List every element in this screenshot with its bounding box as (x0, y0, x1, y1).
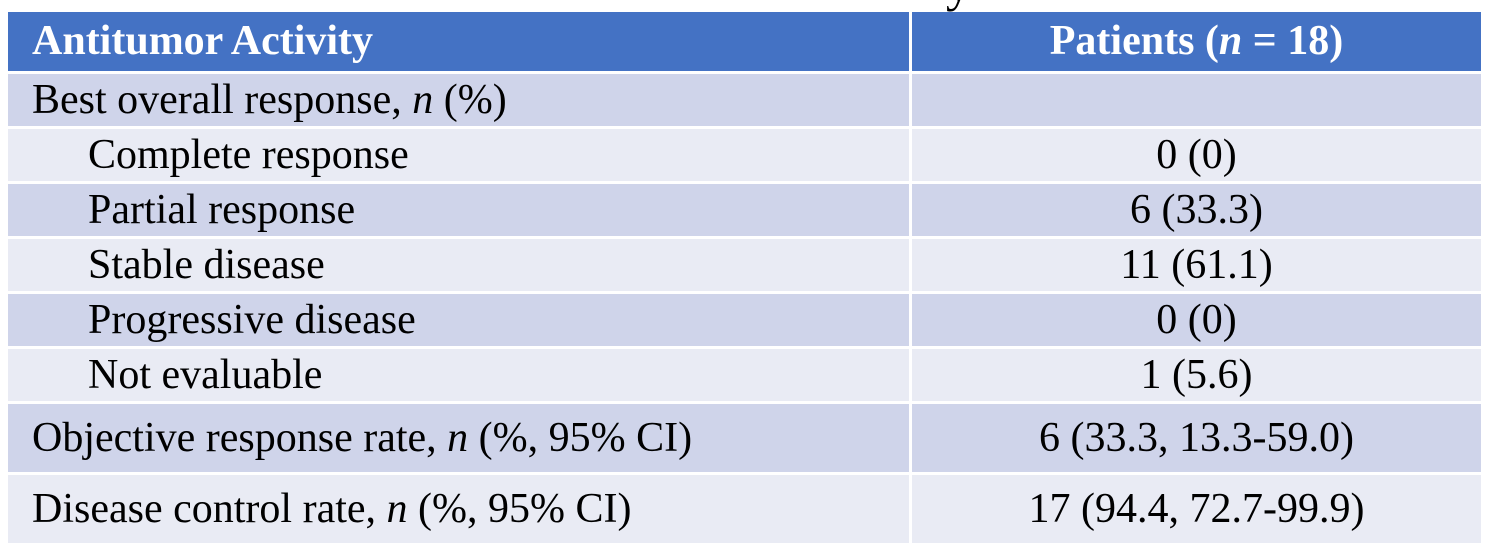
table-header: Antitumor Activity Patients (n = 18) (8, 12, 1481, 71)
row-value-cell: 6 (33.3, 13.3-59.0) (912, 404, 1481, 472)
row-value-cell (912, 74, 1481, 126)
row-label-cell: Stable disease (8, 239, 909, 291)
patients-label-prefix: Patients ( (1049, 18, 1219, 65)
row-value-cell: 17 (94.4, 72.7-99.9) (912, 475, 1481, 543)
row-label-cell: Progressive disease (8, 294, 909, 346)
row-label-cell: Partial response (8, 184, 909, 236)
table-row: Best overall response, n (%) (8, 74, 1481, 126)
header-row: Antitumor Activity Patients (n = 18) (8, 12, 1481, 71)
patients-label-suffix: = 18) (1242, 18, 1344, 65)
table-row: Disease control rate, n (%, 95% CI) 17 (9… (8, 475, 1481, 543)
row-label-italic-n: n (447, 414, 469, 461)
column-header-antitumor-activity: Antitumor Activity (8, 12, 909, 71)
row-value-cell: 1 (5.6) (912, 349, 1481, 401)
row-label-suffix: (%, 95% CI) (407, 485, 632, 532)
row-label-cell: Best overall response, n (%) (8, 74, 909, 126)
row-value-cell: 11 (61.1) (912, 239, 1481, 291)
row-label-italic-n: n (412, 76, 434, 123)
row-label-suffix: (%, 95% CI) (468, 414, 693, 461)
row-label: Progressive disease (88, 296, 416, 343)
table-row: Stable disease 11 (61.1) (8, 239, 1481, 291)
patients-label-italic-n: n (1218, 18, 1243, 65)
clipped-title-glyph: y (946, 0, 992, 9)
row-label: Objective response rate, (32, 414, 448, 461)
row-value-cell: 6 (33.3) (912, 184, 1481, 236)
row-value-cell: 0 (0) (912, 294, 1481, 346)
row-label: Stable disease (88, 241, 325, 288)
row-label-suffix: (%) (433, 76, 507, 123)
table-row: Progressive disease 0 (0) (8, 294, 1481, 346)
column-header-label: Antitumor Activity (32, 18, 374, 65)
column-header-patients: Patients (n = 18) (912, 12, 1481, 71)
table-body: Best overall response, n (%) Complete res… (8, 74, 1481, 543)
row-label-italic-n: n (386, 485, 408, 532)
row-label-cell: Not evaluable (8, 349, 909, 401)
row-label-cell: Complete response (8, 129, 909, 181)
table-row: Partial response 6 (33.3) (8, 184, 1481, 236)
table-row: Objective response rate, n (%, 95% CI) 6 … (8, 404, 1481, 472)
row-label: Partial response (88, 186, 356, 233)
row-label: Disease control rate, (32, 485, 387, 532)
row-label-cell: Disease control rate, n (%, 95% CI) (8, 475, 909, 543)
row-label-cell: Objective response rate, n (%, 95% CI) (8, 404, 909, 472)
row-label: Best overall response, (32, 76, 413, 123)
row-label: Not evaluable (88, 351, 323, 398)
row-label: Complete response (88, 131, 409, 178)
table-row: Not evaluable 1 (5.6) (8, 349, 1481, 401)
antitumor-activity-table: Antitumor Activity Patients (n = 18) Bes… (5, 9, 1484, 546)
table-row: Complete response 0 (0) (8, 129, 1481, 181)
row-value-cell: 0 (0) (912, 129, 1481, 181)
